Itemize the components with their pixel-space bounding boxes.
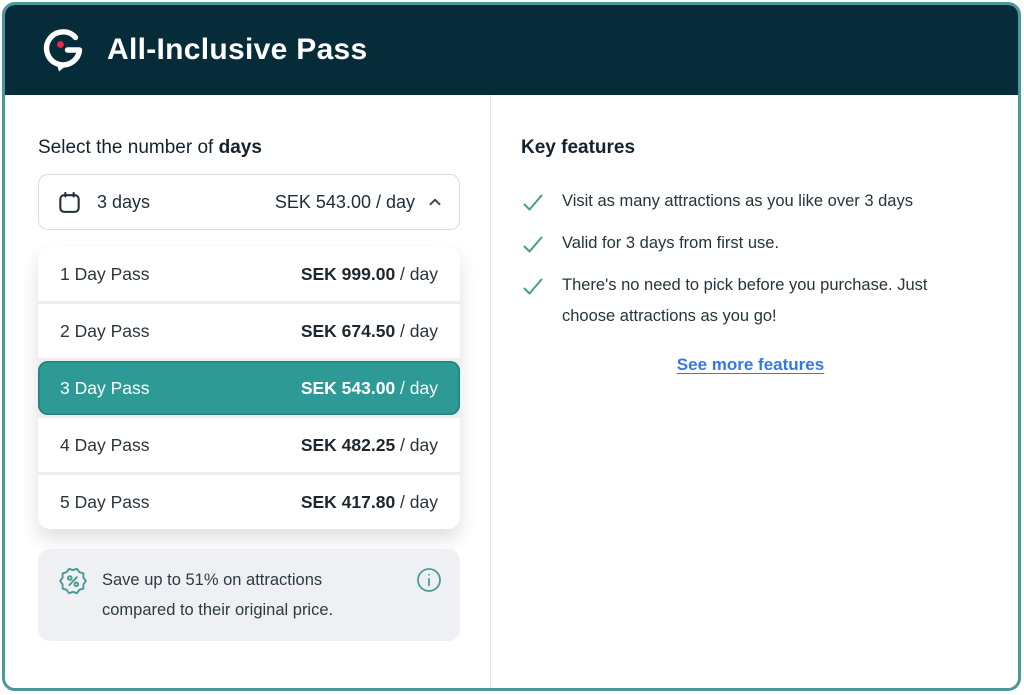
option-2-day-pass[interactable]: 2 Day Pass SEK 674.50 / day — [38, 304, 460, 358]
option-price-amount: SEK 674.50 — [300, 320, 396, 341]
selector-left: 3 days — [57, 190, 150, 215]
calendar-icon — [57, 190, 82, 215]
see-more-wrap: See more features — [521, 355, 980, 375]
option-price: SEK 543.00 / day — [301, 378, 438, 399]
option-label: 5 Day Pass — [60, 491, 150, 512]
option-price-suffix: / day — [395, 263, 438, 284]
selector-right: SEK 543.00 / day — [275, 192, 443, 213]
option-price-suffix: / day — [395, 377, 438, 398]
option-price-amount: SEK 482.25 — [300, 434, 396, 455]
feature-item: Valid for 3 days from first use. — [521, 228, 976, 259]
content: Select the number of days 3 days SEK 543… — [5, 95, 1018, 688]
feature-text: There's no need to pick before you purch… — [562, 276, 928, 325]
option-price-amount: SEK 543.00 — [300, 377, 396, 398]
select-days-heading-prefix: Select the number of — [38, 137, 219, 158]
header: All-Inclusive Pass — [5, 5, 1018, 95]
option-label: 3 Day Pass — [60, 377, 150, 398]
brand-logo-icon — [39, 26, 87, 74]
option-price-suffix: / day — [395, 320, 438, 341]
chevron-up-icon — [427, 194, 443, 210]
savings-line-2: compared to their original price. — [102, 601, 334, 619]
option-1-day-pass[interactable]: 1 Day Pass SEK 999.00 / day — [38, 247, 460, 301]
selected-price-label: SEK 543.00 / day — [274, 191, 415, 212]
option-price-amount: SEK 999.00 — [300, 263, 396, 284]
option-5-day-pass[interactable]: 5 Day Pass SEK 417.80 / day — [38, 475, 460, 529]
key-features-heading: Key features — [521, 137, 636, 158]
page-title: All-Inclusive Pass — [107, 33, 368, 66]
savings-line-1: Save up to 51% on attractions — [102, 571, 323, 589]
checkmark-icon — [521, 233, 545, 259]
day-selector-dropdown[interactable]: 3 days SEK 543.00 / day — [38, 174, 460, 230]
option-price-suffix: / day — [395, 434, 438, 455]
option-label: 2 Day Pass — [60, 320, 150, 341]
day-selection-column: Select the number of days 3 days SEK 543… — [5, 95, 490, 688]
feature-item: Visit as many attractions as you like ov… — [521, 186, 976, 217]
checkmark-icon — [521, 191, 545, 217]
option-price: SEK 482.25 / day — [301, 435, 438, 456]
day-options-list: 1 Day Pass SEK 999.00 / day 2 Day Pass S… — [38, 247, 460, 529]
select-days-heading-bold: days — [218, 137, 262, 158]
feature-item: There's no need to pick before you purch… — [521, 270, 976, 332]
savings-banner: Save up to 51% on attractions compared t… — [38, 549, 460, 641]
option-price-suffix: / day — [395, 491, 438, 512]
see-more-features-link[interactable]: See more features — [676, 355, 825, 374]
checkmark-icon — [521, 275, 545, 332]
key-features-column: Key features Visit as many attractions a… — [490, 95, 1018, 688]
select-days-heading: Select the number of days — [38, 137, 460, 159]
option-label: 4 Day Pass — [60, 434, 150, 455]
option-4-day-pass[interactable]: 4 Day Pass SEK 482.25 / day — [38, 418, 460, 472]
feature-text: Valid for 3 days from first use. — [562, 234, 780, 252]
option-price: SEK 674.50 / day — [301, 321, 438, 342]
option-label: 1 Day Pass — [60, 263, 150, 284]
savings-text: Save up to 51% on attractions compared t… — [102, 565, 333, 625]
info-icon[interactable] — [416, 567, 442, 593]
option-price: SEK 417.80 / day — [301, 492, 438, 513]
option-price-amount: SEK 417.80 — [300, 491, 396, 512]
discount-badge-icon — [58, 566, 88, 596]
selected-days-label: 3 days — [97, 191, 151, 212]
features-list: Visit as many attractions as you like ov… — [521, 186, 980, 332]
option-price: SEK 999.00 / day — [301, 264, 438, 285]
feature-text: Visit as many attractions as you like ov… — [562, 192, 913, 210]
option-3-day-pass-selected[interactable]: 3 Day Pass SEK 543.00 / day — [38, 361, 460, 415]
